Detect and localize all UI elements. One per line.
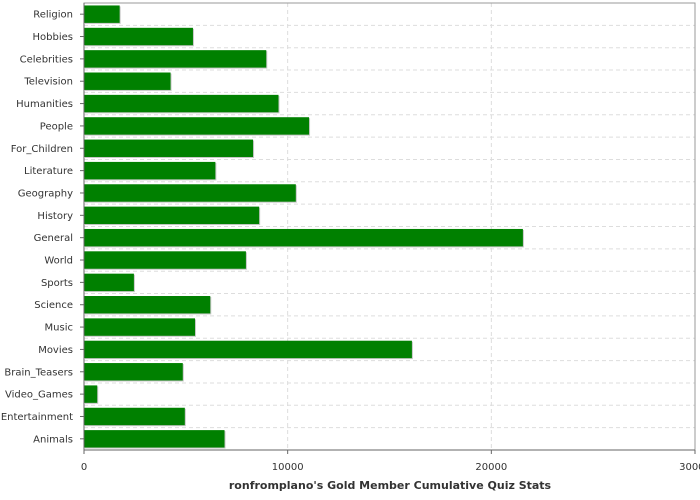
category-label: Television [23,77,73,88]
category-label: Humanities [16,99,73,110]
bar-movies [84,340,412,359]
bar-world [84,251,246,269]
category-labels: Religion Hobbies Celebrities Television Huma… [1,10,73,446]
x-tick-label: 20000 [475,462,507,473]
bar-general [84,228,523,247]
category-label: Science [34,300,73,311]
category-label: General [34,233,73,244]
bar-celebrities [84,50,267,68]
category-label: Entertainment [1,412,73,423]
bar-humanities [84,94,279,113]
category-label: Literature [24,166,73,177]
bar-geography [84,184,296,202]
bars-group [84,5,524,449]
category-label: History [37,211,73,222]
bar-entertainment [84,407,185,426]
bar-animals [84,430,225,448]
category-label: Video_Games [5,390,73,401]
category-label: Religion [33,10,73,21]
category-label: Hobbies [33,32,73,43]
bar-science [84,296,211,314]
axes [80,2,696,454]
category-label: For_Children [11,144,73,155]
x-tick-labels: 0 10000 20000 30000 [81,462,700,473]
bar-history [84,206,260,225]
x-tick-label: 30000 [679,462,700,473]
bar-religion [84,5,120,23]
category-label: Animals [33,434,73,445]
bar-brain-teasers [84,363,183,381]
category-label: Music [45,323,73,334]
bar-for-children [84,139,254,157]
bar-television [84,72,171,90]
x-tick-label: 10000 [272,462,304,473]
category-label: Sports [41,278,73,289]
category-label: Brain_Teasers [4,367,73,378]
category-label: Movies [38,345,73,356]
category-label: Celebrities [20,54,73,65]
x-tick-label: 0 [81,462,87,473]
bar-sports [84,273,134,292]
bar-video-games [84,385,98,403]
category-label: Geography [18,188,73,199]
category-label: People [40,121,73,132]
bar-literature [84,161,216,180]
bar-people [84,117,310,135]
bar-music [84,318,195,336]
bar-hobbies [84,27,193,46]
x-axis-title: ronfromplano's Gold Member Cumulative Qu… [229,479,552,492]
category-label: World [44,256,73,267]
